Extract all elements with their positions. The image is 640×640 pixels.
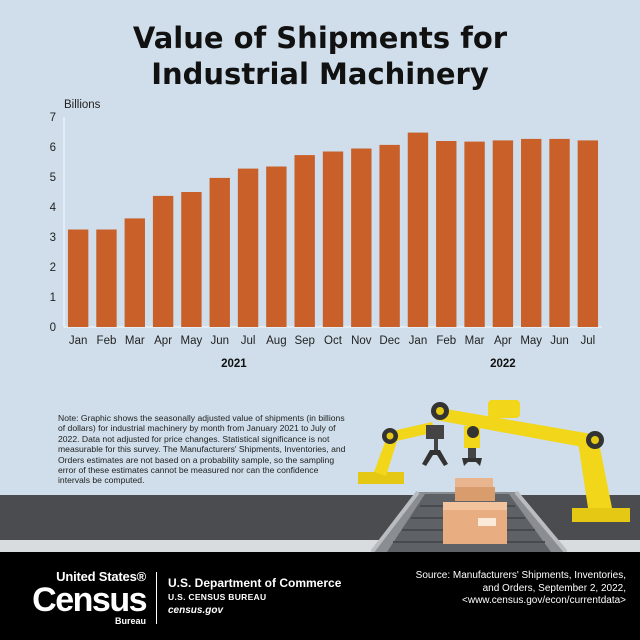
source-line-3[interactable]: <www.census.gov/econ/currentdata> bbox=[462, 595, 626, 606]
conveyor-rail-left bbox=[370, 490, 420, 552]
source-line-1: Source: Manufacturers' Shipments, Invent… bbox=[415, 570, 626, 581]
bar bbox=[152, 195, 174, 327]
y-tick-label: 3 bbox=[50, 232, 56, 244]
box-middle bbox=[455, 487, 495, 501]
box-front-top bbox=[443, 502, 507, 510]
bar bbox=[124, 218, 145, 327]
x-tick-label: Nov bbox=[351, 335, 372, 347]
conveyor-rail-right bbox=[514, 490, 568, 552]
left-robot-arm bbox=[358, 422, 448, 484]
y-tick-label: 2 bbox=[50, 262, 56, 274]
y-tick-label: 1 bbox=[50, 292, 56, 304]
bar bbox=[407, 132, 429, 327]
x-tick-label: Jun bbox=[210, 335, 229, 347]
x-tick-label: Feb bbox=[97, 335, 117, 347]
bar bbox=[492, 140, 514, 327]
y-tick-label: 4 bbox=[50, 202, 57, 214]
title-line-2: Industrial Machinery bbox=[151, 57, 489, 91]
x-tick-label: Mar bbox=[465, 335, 485, 347]
logo-top-text: United States® bbox=[56, 569, 146, 584]
y-tick-label: 6 bbox=[50, 142, 56, 154]
robot-arms-illustration bbox=[0, 400, 640, 552]
bureau-name: U.S. CENSUS BUREAU bbox=[168, 592, 267, 602]
x-tick-label: Aug bbox=[266, 335, 286, 347]
x-tick-label: Jul bbox=[580, 335, 595, 347]
x-tick-label: May bbox=[181, 335, 203, 347]
source-line-2: and Orders, September 2, 2022, bbox=[482, 582, 626, 594]
title-line-1: Value of Shipments for bbox=[132, 21, 508, 55]
x-tick-label: Jan bbox=[69, 335, 88, 347]
chart-title: Value of Shipments for Industrial Machin… bbox=[0, 20, 640, 92]
x-tick-label: Jun bbox=[550, 335, 569, 347]
bar-chart: Billions 0 1 2 3 4 5 6 7 Jan Feb Mar Apr May Jun Jul Aug… bbox=[50, 99, 602, 370]
bar bbox=[379, 144, 400, 327]
footer-divider bbox=[156, 572, 157, 624]
bar bbox=[577, 140, 599, 327]
bar bbox=[266, 166, 287, 327]
x-tick-label: Sep bbox=[294, 335, 314, 347]
bar bbox=[549, 138, 570, 327]
bar bbox=[237, 168, 259, 327]
bar bbox=[464, 141, 485, 327]
x-tick-label: Jul bbox=[241, 335, 256, 347]
x-tick-label: Apr bbox=[494, 335, 512, 347]
bar bbox=[351, 148, 372, 327]
x-tick-label: Feb bbox=[436, 335, 456, 347]
bar bbox=[209, 177, 230, 327]
bar bbox=[181, 192, 202, 327]
department-name: U.S. Department of Commerce bbox=[168, 576, 342, 590]
footer: United States® Census Bureau U.S. Depart… bbox=[0, 552, 640, 640]
x-tick-label: Mar bbox=[125, 335, 145, 347]
year-label: 2022 bbox=[490, 358, 516, 370]
source-citation: Source: Manufacturers' Shipments, Invent… bbox=[376, 570, 626, 608]
box-label bbox=[478, 518, 496, 526]
x-tick-label: Jan bbox=[409, 335, 428, 347]
x-tick-label: Oct bbox=[324, 335, 343, 347]
logo-bureau-text: Bureau bbox=[114, 616, 146, 626]
bar bbox=[521, 138, 542, 327]
x-tick-label: May bbox=[520, 335, 542, 347]
chart-note: Note: Graphic shows the seasonally adjus… bbox=[58, 413, 346, 486]
year-label: 2021 bbox=[221, 358, 247, 370]
bar bbox=[436, 141, 457, 327]
y-tick-label: 0 bbox=[50, 322, 56, 334]
department-info: U.S. Department of Commerce U.S. CENSUS … bbox=[168, 576, 341, 618]
y-axis-label: Billions bbox=[64, 99, 101, 111]
y-tick-label: 7 bbox=[50, 112, 56, 124]
logo-census-text: Census bbox=[32, 581, 147, 619]
right-robot-arm bbox=[431, 400, 630, 522]
x-tick-label: Dec bbox=[379, 335, 400, 347]
x-tick-label: Apr bbox=[154, 335, 172, 347]
bar bbox=[294, 155, 315, 327]
bar bbox=[322, 151, 344, 327]
bar bbox=[67, 229, 89, 327]
bar bbox=[96, 229, 117, 327]
y-tick-label: 5 bbox=[50, 172, 56, 184]
census-logo: United States® Census Bureau bbox=[28, 569, 147, 627]
website-link[interactable]: census.gov bbox=[168, 605, 224, 616]
